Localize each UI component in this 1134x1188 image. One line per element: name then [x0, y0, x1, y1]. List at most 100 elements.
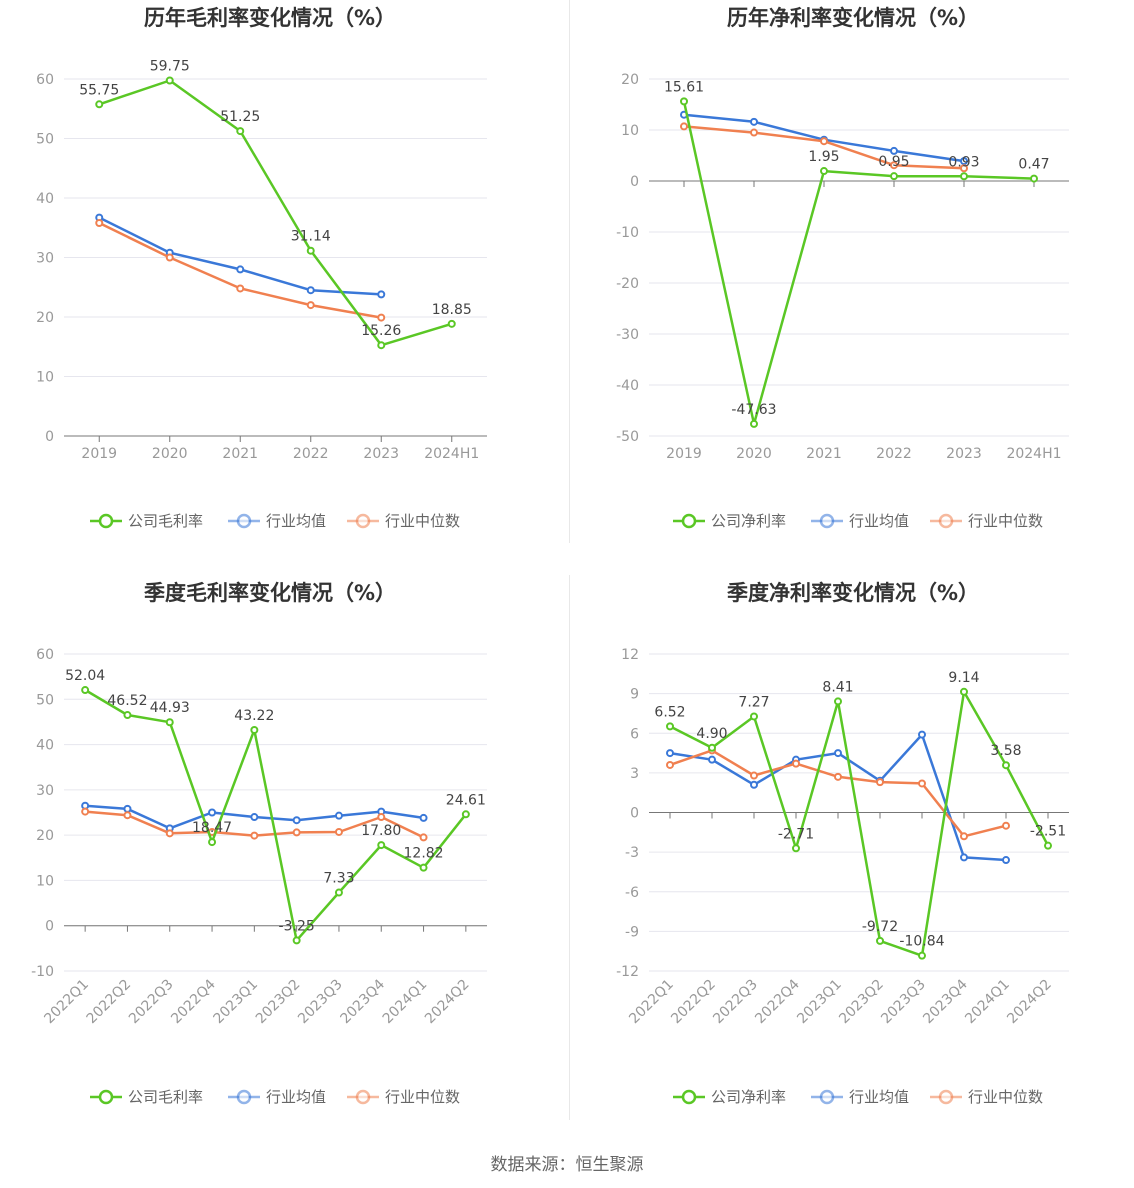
- data-point: [306, 246, 315, 255]
- legend-label: 行业均值: [266, 512, 326, 530]
- data-label: 15.26: [361, 323, 401, 339]
- legend-label: 行业均值: [266, 1088, 326, 1106]
- x-tick-label: 2024Q2: [1004, 977, 1055, 1028]
- data-point: [250, 831, 259, 840]
- data-point: [208, 838, 217, 847]
- legend-label: 公司毛利率: [128, 1088, 203, 1106]
- y-tick-label: 10: [36, 873, 54, 889]
- data-point: [95, 100, 104, 109]
- y-tick-label: -3: [625, 845, 639, 861]
- data-point: [1030, 174, 1038, 183]
- data-point: [165, 718, 174, 727]
- legend-marker: [236, 1089, 252, 1105]
- data-point: [876, 778, 884, 787]
- legend-marker: [681, 513, 697, 529]
- x-tick-label: 2024H1: [1006, 446, 1061, 462]
- data-point: [708, 743, 716, 752]
- data-point: [1044, 841, 1052, 850]
- data-point: [750, 771, 758, 780]
- chart-title: 历年毛利率变化情况（%）: [144, 6, 396, 30]
- data-point: [918, 951, 926, 960]
- legend-marker: [355, 513, 371, 529]
- data-point: [81, 686, 90, 695]
- data-point: [666, 749, 674, 758]
- legend-label: 公司毛利率: [128, 512, 203, 530]
- data-point: [918, 779, 926, 788]
- x-tick-label: 2023Q4: [920, 976, 971, 1027]
- data-point: [792, 759, 800, 768]
- divider-top: [569, 0, 570, 543]
- legend-label: 行业中位数: [968, 512, 1043, 530]
- data-point: [236, 127, 245, 136]
- data-point: [750, 712, 758, 721]
- x-tick-label: 2022: [293, 446, 329, 462]
- data-label: 3.58: [990, 743, 1021, 759]
- data-label: 1.95: [808, 149, 839, 165]
- series-line: [98, 216, 382, 296]
- data-point: [236, 265, 245, 274]
- data-point: [666, 722, 674, 731]
- data-label: -47.63: [731, 402, 776, 418]
- source-note: 数据来源：恒生聚源: [490, 1155, 644, 1175]
- data-label: -2.51: [1030, 824, 1066, 840]
- data-label: -2.71: [778, 826, 814, 842]
- y-tick-label: 50: [36, 132, 54, 148]
- legend-marker: [236, 513, 252, 529]
- y-tick-label: -50: [616, 429, 639, 445]
- data-point: [377, 290, 386, 299]
- data-label: 46.52: [107, 693, 147, 709]
- data-point: [890, 172, 898, 181]
- data-label: 15.61: [664, 79, 704, 95]
- data-point: [165, 76, 174, 85]
- data-point: [1002, 761, 1010, 770]
- x-tick-label: 2022Q2: [84, 977, 135, 1028]
- legend-label: 公司净利率: [711, 512, 786, 530]
- data-label: 9.14: [948, 670, 979, 686]
- y-tick-label: -10: [616, 225, 639, 241]
- y-tick-label: 9: [630, 687, 639, 703]
- series-line: [669, 690, 1050, 957]
- x-tick-label: 2023: [363, 446, 399, 462]
- data-point: [208, 808, 217, 817]
- series-line: [98, 79, 453, 347]
- x-tick-label: 2022Q4: [168, 976, 219, 1027]
- legend-label: 行业中位数: [385, 1088, 460, 1106]
- x-tick-label: 2022Q2: [668, 977, 719, 1028]
- x-tick-label: 2024Q1: [380, 977, 431, 1028]
- chart-svg: 历年毛利率变化情况（%） 0 10 20 30 40 50 60 2019 2020 2021 202…: [36, 6, 487, 530]
- legend-label: 行业中位数: [385, 512, 460, 530]
- x-tick-label: 2024Q2: [422, 977, 473, 1028]
- data-point: [306, 286, 315, 295]
- chart-title: 历年净利率变化情况（%）: [727, 6, 979, 30]
- data-label: 0.47: [1018, 157, 1049, 173]
- x-tick-label: 2023: [946, 446, 982, 462]
- data-point: [419, 863, 428, 872]
- y-tick-label: -40: [616, 378, 639, 394]
- data-label: 6.52: [654, 704, 685, 720]
- y-tick-label: -6: [625, 885, 639, 901]
- y-tick-label: 0: [45, 919, 54, 935]
- data-point: [123, 811, 132, 820]
- data-point: [334, 827, 343, 836]
- y-tick-label: 0: [630, 806, 639, 822]
- x-tick-label: 2021: [806, 446, 842, 462]
- data-point: [918, 730, 926, 739]
- data-label: -10.84: [899, 934, 944, 950]
- x-tick-label: 2023Q1: [211, 977, 262, 1028]
- legend-marker: [938, 513, 954, 529]
- legend-marker: [98, 513, 114, 529]
- data-label: 24.61: [446, 792, 486, 808]
- x-tick-label: 2023Q2: [253, 977, 304, 1028]
- data-label: 31.14: [291, 229, 331, 245]
- legend-marker: [355, 1089, 371, 1105]
- data-point: [306, 301, 315, 310]
- data-point: [419, 833, 428, 842]
- data-point: [419, 813, 428, 822]
- y-tick-label: 40: [36, 738, 54, 754]
- data-label: 8.41: [822, 679, 853, 695]
- data-label: 4.90: [696, 726, 727, 742]
- y-tick-label: 30: [36, 783, 54, 799]
- y-tick-label: 10: [36, 370, 54, 386]
- data-point: [165, 253, 174, 262]
- data-point: [960, 853, 968, 862]
